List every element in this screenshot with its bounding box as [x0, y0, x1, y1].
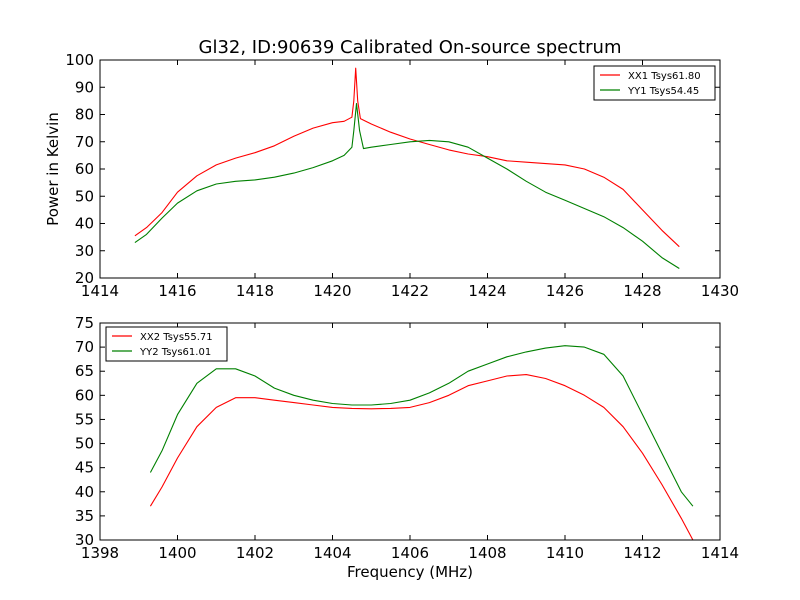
- x-tick-label: 1430: [701, 282, 739, 300]
- y-tick-label: 60: [75, 386, 94, 404]
- series-line-1-1: [149, 345, 694, 507]
- bottom-chart-xlabel: Frequency (MHz): [347, 563, 473, 581]
- top-chart-ylabel: Power in Kelvin: [44, 112, 62, 226]
- y-tick-label: 65: [75, 362, 94, 380]
- y-tick-label: 50: [75, 187, 94, 205]
- series-line-1-0: [149, 374, 694, 541]
- x-tick-label: 1420: [313, 282, 351, 300]
- x-tick-label: 1398: [81, 544, 119, 562]
- legend-entry: YY1 Tsys54.45: [627, 86, 699, 97]
- x-tick-label: 1418: [236, 282, 274, 300]
- y-tick-label: 35: [75, 507, 94, 525]
- x-tick-label: 1426: [546, 282, 584, 300]
- top-chart-title: Gl32, ID:90639 Calibrated On-source spec…: [199, 37, 622, 58]
- y-tick-label: 75: [75, 314, 94, 332]
- y-tick-label: 90: [75, 78, 94, 96]
- legend-entry: YY2 Tsys61.01: [139, 347, 211, 358]
- y-tick-label: 30: [75, 531, 94, 549]
- x-tick-label: 1400: [158, 544, 196, 562]
- x-tick-label: 1414: [81, 282, 119, 300]
- top-chart-plot: 1414 1416 1418 1420 1422 1424 1426 1428 1430 20 30…: [65, 51, 739, 300]
- bottom-chart-plot: 1398 1400 1402 1404 1406 1408 1410 1412 1414 30 35…: [75, 314, 739, 562]
- x-tick-label: 1428: [623, 282, 661, 300]
- legend-box: [105, 326, 228, 362]
- x-tick-label: 1404: [313, 544, 351, 562]
- y-tick-label: 40: [75, 215, 94, 233]
- y-tick-label: 60: [75, 160, 94, 178]
- y-tick-label: 55: [75, 410, 94, 428]
- y-tick-label: 20: [75, 269, 94, 287]
- y-tick-label: 40: [75, 483, 94, 501]
- x-tick-label: 1412: [623, 544, 661, 562]
- x-tick-label: 1424: [468, 282, 506, 300]
- x-tick-label: 1416: [158, 282, 196, 300]
- x-tick-label: 1402: [236, 544, 274, 562]
- legend-entry: XX1 Tsys61.80: [628, 71, 701, 82]
- legend-box: [593, 65, 716, 101]
- x-tick-label: 1408: [468, 544, 506, 562]
- legend-entry: XX2 Tsys55.71: [140, 332, 213, 343]
- y-tick-label: 80: [75, 106, 94, 124]
- y-tick-label: 30: [75, 242, 94, 260]
- y-tick-label: 45: [75, 459, 94, 477]
- x-tick-label: 1422: [391, 282, 429, 300]
- y-tick-label: 50: [75, 435, 94, 453]
- y-tick-label: 100: [65, 51, 94, 69]
- series-line-0-1: [134, 103, 680, 269]
- series-line-0-0: [134, 67, 680, 248]
- y-tick-label: 70: [75, 338, 94, 356]
- x-tick-label: 1406: [391, 544, 429, 562]
- x-tick-label: 1414: [701, 544, 739, 562]
- x-tick-label: 1410: [546, 544, 584, 562]
- y-tick-label: 70: [75, 133, 94, 151]
